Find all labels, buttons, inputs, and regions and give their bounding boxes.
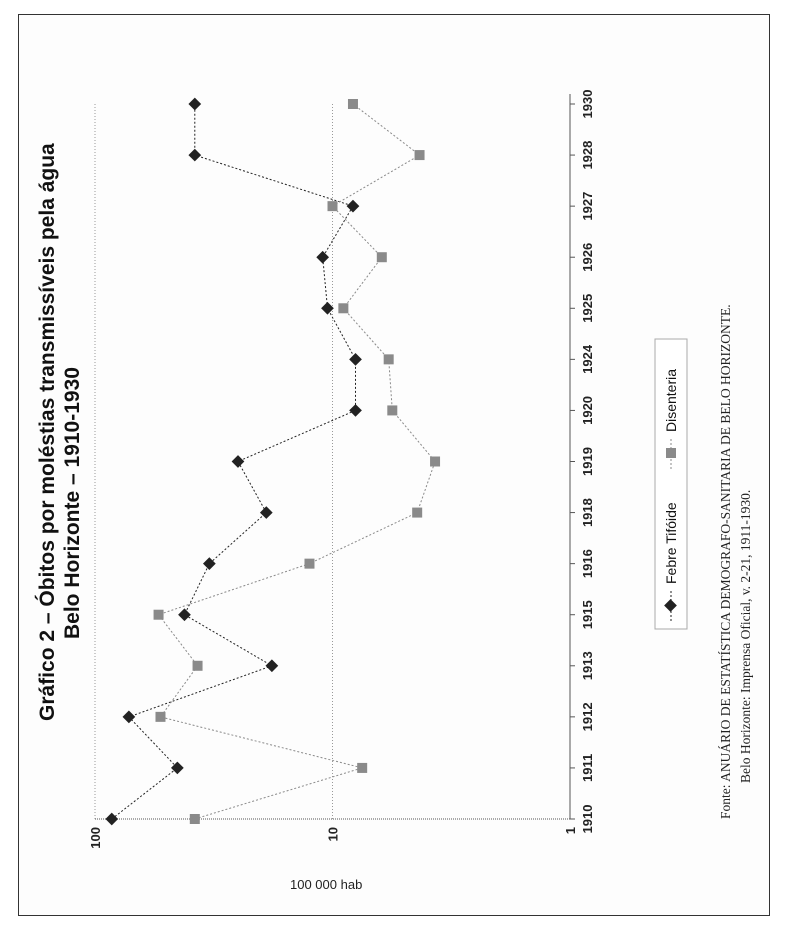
series-line-0: [111, 104, 356, 820]
x-tick-label-1912: 1912: [580, 702, 595, 731]
point-1-1911: [357, 762, 368, 773]
legend-label-tifoide: Febre Tifóide: [663, 502, 679, 584]
y-axis-title: 100 000 hab: [290, 877, 362, 892]
point-1-1918: [412, 507, 423, 518]
x-tick-label-1910: 1910: [580, 805, 595, 834]
point-0-1925: [321, 301, 334, 315]
series-line-1: [157, 103, 436, 820]
point-0-1913: [265, 659, 279, 673]
legend-label-disenteria: Disenteria: [663, 369, 679, 432]
y-tick-label-1: 1: [563, 827, 578, 834]
point-1-1919: [430, 456, 441, 467]
point-0-1916: [202, 557, 216, 571]
point-1-1927: [327, 201, 338, 212]
x-tick-label-1915: 1915: [580, 600, 595, 629]
point-1-1925: [338, 303, 349, 314]
point-1-1912: [155, 711, 166, 722]
legend-marker-disenteria: [666, 448, 676, 458]
y-tick-label-10: 10: [326, 827, 341, 841]
x-tick-label-1911: 1911: [580, 754, 595, 782]
x-tick-label-1919: 1919: [580, 447, 595, 476]
x-tick-label-1924: 1924: [580, 344, 595, 374]
x-tick-label-1928: 1928: [580, 141, 595, 170]
chart-title: Gráfico 2 – Óbitos por moléstias transmi…: [35, 143, 59, 721]
x-tick-label-1916: 1916: [580, 549, 595, 578]
point-0-1920: [349, 404, 362, 417]
point-0-1912: [122, 710, 136, 724]
point-0-1918: [259, 506, 273, 519]
x-tick-label-1925: 1925: [580, 294, 595, 323]
plot-area: 100 10 1 1910 1911 1912 1913 1915 1916 1918 1919 19…: [88, 90, 595, 849]
point-0-1919: [231, 455, 245, 468]
source-line-1: Fonte: ANUÁRIO DE ESTATÍSTICA DEMOGRAFO-…: [718, 304, 733, 819]
point-0-1915: [178, 608, 191, 622]
legend: Febre Tifóide Disenteria: [654, 338, 688, 630]
x-tick-label-1913: 1913: [580, 651, 595, 680]
point-1-1920: [387, 405, 398, 416]
point-1-1924: [383, 354, 394, 365]
point-1-1913: [192, 660, 203, 671]
x-tick-label-1926: 1926: [580, 243, 595, 272]
point-0-1926: [316, 250, 330, 264]
point-1-1928: [414, 150, 425, 161]
x-tick-label-1920: 1920: [580, 396, 595, 425]
point-0-1927: [346, 199, 360, 213]
legend-box: [654, 338, 688, 630]
x-tick-label-1930: 1930: [580, 90, 595, 119]
point-0-1928: [188, 148, 202, 162]
point-1-1915: [153, 609, 164, 620]
point-1-1930: [347, 99, 358, 109]
point-0-1911: [170, 761, 184, 775]
point-1-1916: [304, 558, 315, 569]
chart-subtitle: Belo Horizonte – 1910-1930: [61, 367, 84, 639]
point-0-1924: [349, 352, 362, 366]
x-tick-label-1918: 1918: [580, 498, 595, 527]
page-frame: [18, 14, 770, 916]
point-1-1910: [189, 814, 200, 824]
point-0-1930: [188, 97, 202, 111]
source-line-2: Belo Horizonte: Imprensa Oficial, v. 2-2…: [738, 490, 753, 783]
y-tick-label-100: 100: [88, 827, 103, 849]
point-0-1910: [105, 812, 119, 826]
x-tick-label-1927: 1927: [580, 192, 595, 221]
point-1-1926: [376, 252, 387, 263]
